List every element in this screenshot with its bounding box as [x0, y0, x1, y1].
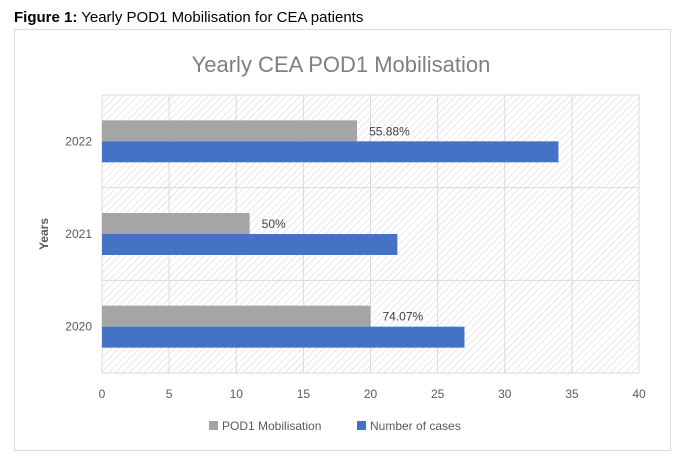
- caption-label: Figure 1:: [14, 9, 78, 26]
- chart-title: Yearly CEA POD1 Mobilisation: [192, 52, 491, 77]
- figure-caption: Figure 1: Yearly POD1 Mobilisation for C…: [14, 9, 363, 26]
- x-tick-label: 35: [565, 387, 579, 401]
- y-tick-label: 2022: [65, 134, 92, 148]
- y-tick-label: 2020: [65, 320, 92, 334]
- x-tick-label: 0: [99, 387, 106, 401]
- caption-text: Yearly POD1 Mobilisation for CEA patient…: [77, 9, 364, 26]
- legend-swatch: [209, 421, 218, 430]
- x-tick-label: 5: [166, 387, 173, 401]
- y-tick-label: 2021: [65, 227, 92, 241]
- bar-number-of-cases: [102, 141, 559, 163]
- chart-frame: [14, 29, 671, 451]
- bar-number-of-cases: [102, 234, 398, 255]
- x-tick-label: 10: [230, 387, 244, 401]
- legend-label: POD1 Mobilisation: [222, 419, 321, 433]
- bar-number-of-cases: [102, 326, 465, 348]
- data-label: 55.88%: [369, 124, 410, 138]
- x-tick-label: 20: [364, 387, 378, 401]
- x-tick-label: 40: [632, 387, 646, 401]
- data-label: 74.07%: [383, 310, 424, 324]
- bar-pod1-mobilisation: [102, 305, 371, 327]
- x-tick-label: 30: [498, 387, 512, 401]
- data-label: 50%: [262, 217, 286, 231]
- legend-label: Number of cases: [370, 419, 461, 433]
- x-tick-label: 25: [431, 387, 445, 401]
- bar-pod1-mobilisation: [102, 120, 358, 142]
- x-tick-label: 15: [297, 387, 311, 401]
- bar-pod1-mobilisation: [102, 213, 250, 234]
- legend-swatch: [357, 421, 366, 430]
- y-axis-label: Years: [37, 218, 51, 250]
